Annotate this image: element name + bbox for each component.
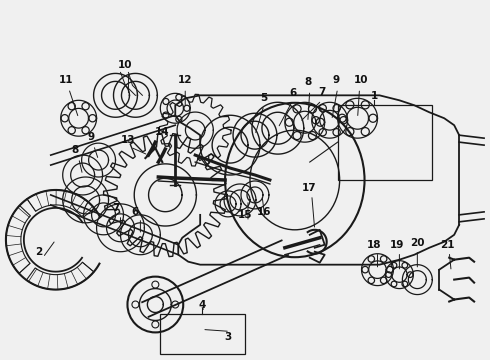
Text: 15: 15 <box>238 210 252 220</box>
Text: 8: 8 <box>304 77 311 87</box>
Text: 16: 16 <box>257 207 271 217</box>
Text: 11: 11 <box>58 75 73 85</box>
Text: 2: 2 <box>35 247 43 257</box>
Text: 1: 1 <box>371 91 378 101</box>
Text: 5: 5 <box>260 93 268 103</box>
Text: 4: 4 <box>198 300 206 310</box>
Text: 17: 17 <box>301 183 316 193</box>
Text: 6: 6 <box>132 207 139 217</box>
Text: 6: 6 <box>289 88 296 98</box>
Text: 7: 7 <box>112 203 119 213</box>
Text: 9: 9 <box>87 132 94 142</box>
Text: 18: 18 <box>367 240 382 250</box>
Text: 7: 7 <box>318 87 325 97</box>
Text: 8: 8 <box>71 145 78 155</box>
Text: 21: 21 <box>440 240 454 250</box>
Text: 13: 13 <box>121 135 136 145</box>
Text: 10: 10 <box>118 60 133 71</box>
Text: 20: 20 <box>410 238 424 248</box>
Text: 3: 3 <box>224 332 232 342</box>
Text: 10: 10 <box>354 75 369 85</box>
Text: 9: 9 <box>332 75 339 85</box>
Text: 19: 19 <box>390 240 405 250</box>
Text: 14: 14 <box>155 127 170 137</box>
Text: 12: 12 <box>178 75 193 85</box>
